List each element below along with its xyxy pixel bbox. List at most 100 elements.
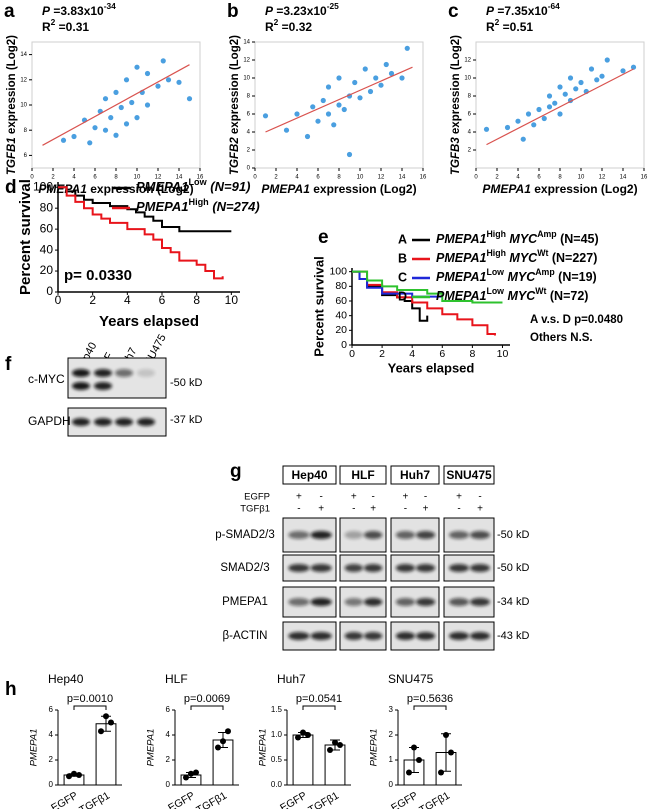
blot-band [363, 531, 383, 539]
data-point [443, 732, 449, 738]
treatment-sign: - [371, 492, 374, 503]
point [388, 70, 395, 77]
y-tick-label: 14 [243, 40, 250, 46]
data-point [332, 739, 338, 746]
group-box [390, 465, 440, 485]
point [352, 79, 358, 86]
group-label: Huh7 [400, 468, 430, 482]
x-axis-label-part: expression (Log2) [531, 182, 638, 196]
x-tick-label: 6 [439, 348, 445, 360]
blot-band [470, 632, 490, 640]
significance-bracket [190, 705, 224, 710]
point [588, 66, 595, 72]
y-tick-label: 0.5 [271, 755, 283, 764]
point [108, 115, 114, 121]
y-tick-label: 0 [49, 780, 54, 789]
x-axis-label-part: expression (Log2) [87, 182, 194, 196]
annotation: Others N.S. [530, 332, 593, 344]
y-tick-label: 8 [24, 128, 28, 134]
point [562, 91, 568, 97]
significance-bracket [73, 705, 107, 710]
x-tick-label: 0 [253, 175, 257, 181]
p-value-part: =7.35x10 [494, 4, 548, 18]
x-tick-label: 8 [469, 348, 475, 360]
point [134, 115, 140, 121]
point [604, 57, 610, 63]
y-tick-label: 4 [247, 130, 251, 136]
blot-band [94, 418, 112, 426]
blot-band [137, 418, 155, 426]
y-tick-label: 80 [40, 200, 54, 214]
legend-label-part: (N=45) [557, 232, 599, 246]
x-tick-label: 0 [474, 175, 478, 181]
y-tick-label: 8 [247, 94, 251, 100]
data-point [438, 769, 444, 776]
legend-label-part: MYC [506, 251, 538, 265]
treatment-sign: + [477, 504, 483, 515]
x-tick-label: 8 [558, 175, 562, 181]
x-tick-label: 4 [409, 348, 415, 360]
blot-band [344, 564, 363, 572]
x-tick-label: 16 [420, 175, 427, 181]
legend-letter: D [398, 289, 407, 303]
treatment-sign: + [351, 492, 357, 503]
x-tick-label: 16 [197, 175, 204, 181]
data-point [188, 770, 194, 777]
p-value-part: P [486, 4, 495, 18]
point [262, 113, 269, 119]
y-tick-label: 1.0 [271, 730, 283, 739]
treatment-sign: + [423, 504, 429, 515]
r-squared-part: R [42, 20, 51, 34]
x-tick-label: 10 [578, 175, 585, 181]
x-tick-label: 8 [114, 175, 118, 181]
y-tick-label: 0 [247, 166, 251, 172]
y-tick-label: 0 [46, 284, 53, 298]
group-box [339, 465, 387, 485]
significance-bracket [413, 705, 447, 710]
blot-band [395, 564, 415, 572]
legend-letter: A [398, 232, 407, 246]
p-value-part: =3.83x10 [50, 4, 104, 18]
point [144, 102, 151, 108]
point [341, 106, 347, 113]
chart-title: Hep40 [48, 672, 84, 686]
x-tick-label: 4 [124, 293, 131, 307]
legend-label-part: MYC [504, 270, 536, 284]
point [378, 82, 384, 88]
y-tick-label: 8 [468, 94, 472, 100]
y-tick-label: 0 [166, 780, 171, 789]
trend-line [42, 64, 190, 146]
y-tick-label: 2 [49, 755, 54, 764]
treatment-sign: + [456, 492, 462, 503]
legend-label: PMEPA1High MYCAmp (N=45) [436, 229, 599, 246]
point [283, 127, 290, 133]
plot-frame [475, 41, 645, 169]
blot-band [449, 598, 469, 606]
x-tick-label: 10 [134, 175, 141, 181]
y-tick-label: 0.0 [271, 780, 283, 789]
y-axis-label: PMEPA1 [258, 729, 269, 767]
r-squared-part: =0.51 [499, 20, 533, 34]
legend-label-part: PMEPA1 [436, 289, 487, 303]
r-squared: R2 =0.51 [486, 17, 533, 34]
point [546, 93, 553, 99]
y-tick-label: 6 [49, 705, 54, 714]
y-tick-label: 20 [40, 263, 54, 277]
blot-band [470, 598, 490, 606]
y-tick-label: 6 [468, 112, 472, 118]
data-point [108, 719, 114, 726]
group-label: Hep40 [291, 468, 327, 482]
x-axis-label-part: expression (Log2) [310, 182, 417, 196]
blot-band [72, 369, 90, 377]
y-tick-label: 4 [468, 130, 472, 136]
legend-label-part: Amp [535, 267, 554, 277]
bar [292, 734, 314, 786]
point [123, 77, 130, 83]
point [336, 102, 342, 108]
y-tick-label: 10 [464, 76, 471, 82]
blot-band [415, 632, 436, 640]
legend-label-part: High [486, 248, 505, 258]
point [331, 122, 337, 128]
data-point [71, 770, 77, 777]
